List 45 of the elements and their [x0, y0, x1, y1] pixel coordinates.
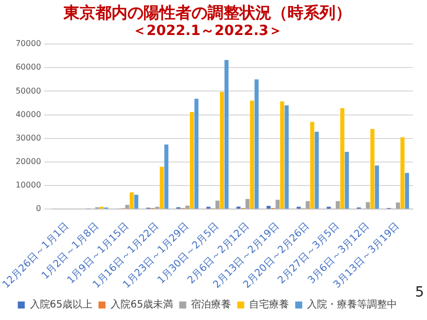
- bar: [246, 199, 250, 209]
- bar: [130, 192, 134, 209]
- bar: [250, 100, 254, 209]
- bar: [284, 105, 289, 209]
- bar: [310, 122, 314, 209]
- bar: [276, 200, 280, 209]
- bar: [134, 194, 138, 209]
- bar: [314, 132, 319, 209]
- bar: [224, 60, 229, 209]
- bar: [190, 112, 194, 209]
- chart-title: 東京都内の陽性者の調整状況（時系列）: [62, 2, 352, 22]
- bar: [340, 108, 344, 209]
- y-tick-label: 40000: [16, 110, 42, 119]
- legend-label: 入院65歳以上: [30, 298, 93, 311]
- chart-subtitle: ＜2022.1～2022.3＞: [132, 23, 283, 40]
- bar: [404, 172, 410, 209]
- bar: [366, 202, 370, 209]
- y-tick-label: 10000: [16, 180, 42, 190]
- y-tick-label: 30000: [16, 133, 42, 142]
- y-tick-label: 60000: [16, 62, 42, 72]
- bar: [344, 152, 349, 209]
- bar: [280, 101, 284, 209]
- bar: [185, 206, 190, 209]
- bar: [396, 202, 400, 209]
- bar: [374, 166, 379, 209]
- bar: [160, 166, 164, 209]
- bar: [370, 128, 374, 209]
- legend-label: 自宅療養: [249, 298, 290, 311]
- bar: [220, 92, 224, 209]
- y-tick-label: 50000: [16, 86, 42, 96]
- bar: [254, 79, 259, 209]
- legend-label: 入院・療養等調整中: [307, 298, 398, 311]
- bar: [306, 201, 310, 209]
- bar: [125, 204, 130, 209]
- bar: [215, 200, 220, 209]
- bar: [400, 137, 405, 209]
- bar: [164, 144, 168, 209]
- y-tick-label: 0: [36, 204, 42, 214]
- y-tick-label: 70000: [16, 39, 42, 48]
- bar: [194, 98, 198, 209]
- legend-label: 入院65歳未満: [110, 298, 174, 311]
- bar: [336, 201, 340, 209]
- text: 5: [415, 284, 424, 301]
- legend-label: 宿泊療養: [191, 298, 232, 311]
- y-tick-label: 20000: [16, 157, 42, 166]
